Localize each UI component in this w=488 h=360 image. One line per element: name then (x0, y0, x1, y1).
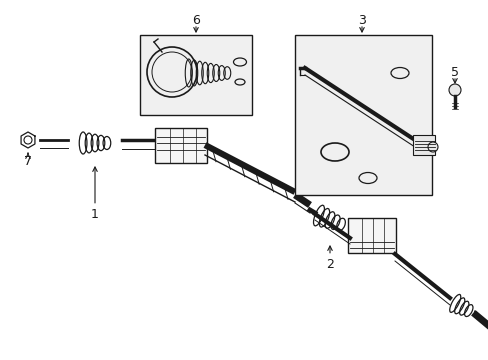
Bar (412, 135, 434, 155)
Text: 2: 2 (325, 246, 333, 271)
Text: 5: 5 (450, 66, 458, 78)
Text: 1: 1 (91, 167, 99, 221)
Text: 6: 6 (192, 13, 200, 27)
Text: 7: 7 (24, 156, 32, 168)
Text: 3: 3 (357, 13, 365, 27)
Bar (140, 35, 251, 115)
Text: 4: 4 (299, 145, 315, 158)
Bar (155, 128, 206, 163)
Circle shape (448, 84, 460, 96)
Bar (294, 35, 431, 195)
Bar (347, 218, 395, 253)
Circle shape (427, 142, 437, 152)
